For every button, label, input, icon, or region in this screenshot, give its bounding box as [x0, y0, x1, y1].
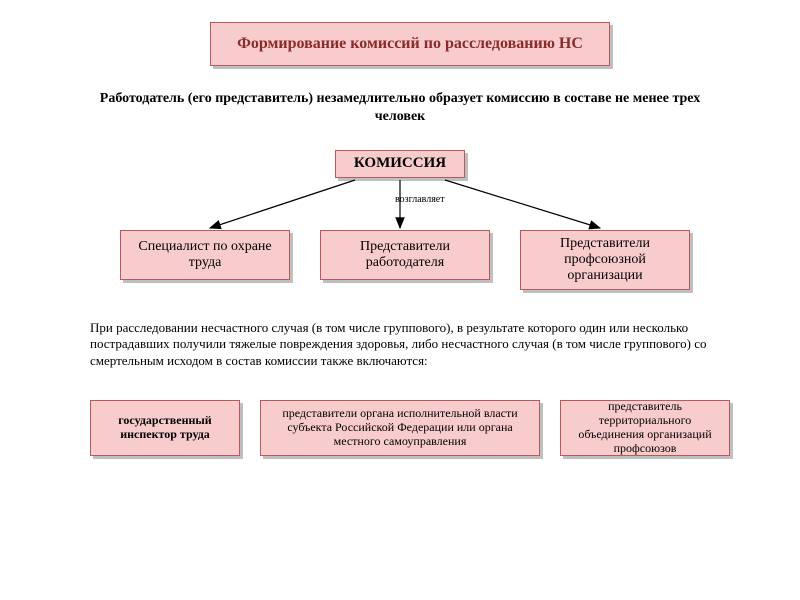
- severe-case-paragraph: При расследовании несчастного случая (в …: [90, 320, 730, 369]
- heads-label: возглавляет: [395, 195, 475, 205]
- member-employer-reps: Представители работодателя: [320, 230, 490, 280]
- extra-union-territorial: представитель территориального объединен…: [560, 400, 730, 456]
- title-box: Формирование комиссий по расследованию Н…: [210, 22, 610, 66]
- member-union-reps: Представители профсоюзной организации: [520, 230, 690, 290]
- extra-inspector: государственный инспектор труда: [90, 400, 240, 456]
- subtitle-text: Работодатель (его представитель) незамед…: [80, 90, 720, 126]
- member-specialist: Специалист по охране труда: [120, 230, 290, 280]
- extra-gov-reps: представители органа исполнительной влас…: [260, 400, 540, 456]
- diagram-stage: Формирование комиссий по расследованию Н…: [0, 0, 800, 600]
- commission-box: КОМИССИЯ: [335, 150, 465, 178]
